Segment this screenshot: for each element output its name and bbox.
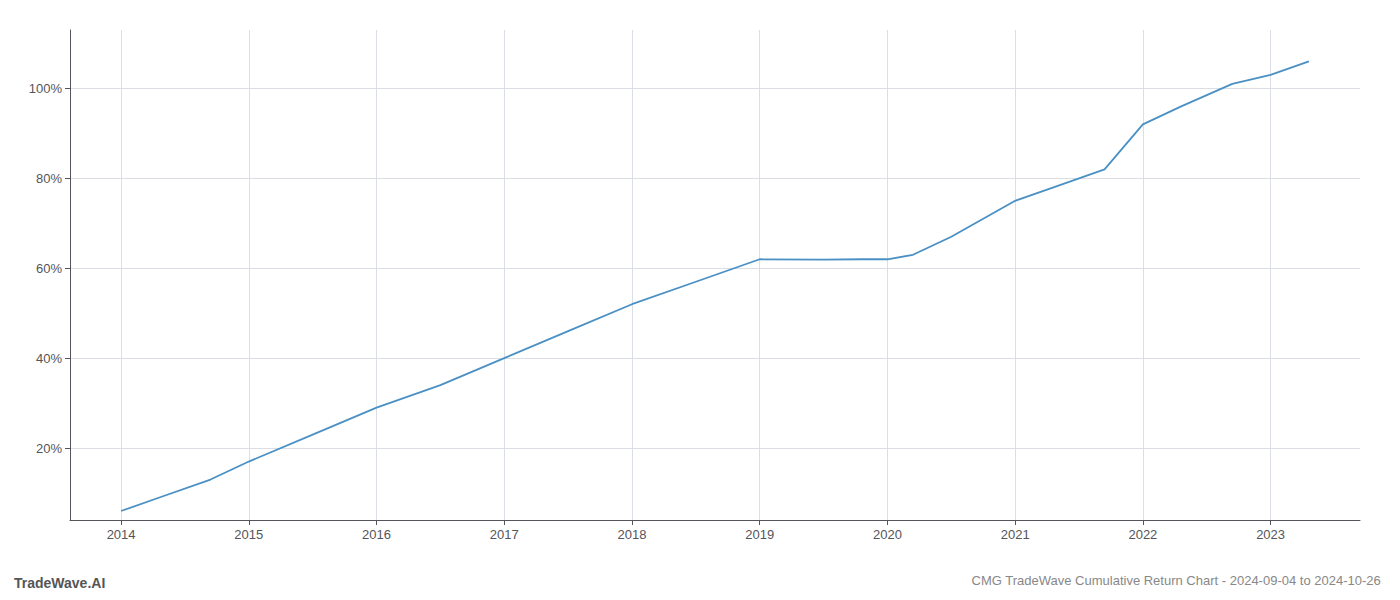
svg-text:2022: 2022 xyxy=(1128,527,1157,542)
svg-text:2017: 2017 xyxy=(490,527,519,542)
svg-text:2015: 2015 xyxy=(234,527,263,542)
svg-text:80%: 80% xyxy=(36,171,62,186)
svg-text:TradeWave.AI: TradeWave.AI xyxy=(14,575,105,591)
svg-text:60%: 60% xyxy=(36,261,62,276)
svg-text:40%: 40% xyxy=(36,351,62,366)
svg-text:2016: 2016 xyxy=(362,527,391,542)
svg-text:2020: 2020 xyxy=(873,527,902,542)
svg-text:2023: 2023 xyxy=(1256,527,1285,542)
svg-text:20%: 20% xyxy=(36,441,62,456)
svg-text:CMG TradeWave Cumulative Retur: CMG TradeWave Cumulative Return Chart - … xyxy=(972,573,1381,588)
svg-text:100%: 100% xyxy=(29,81,63,96)
svg-text:2014: 2014 xyxy=(107,527,136,542)
svg-text:2019: 2019 xyxy=(745,527,774,542)
svg-text:2018: 2018 xyxy=(618,527,647,542)
svg-text:2021: 2021 xyxy=(1001,527,1030,542)
